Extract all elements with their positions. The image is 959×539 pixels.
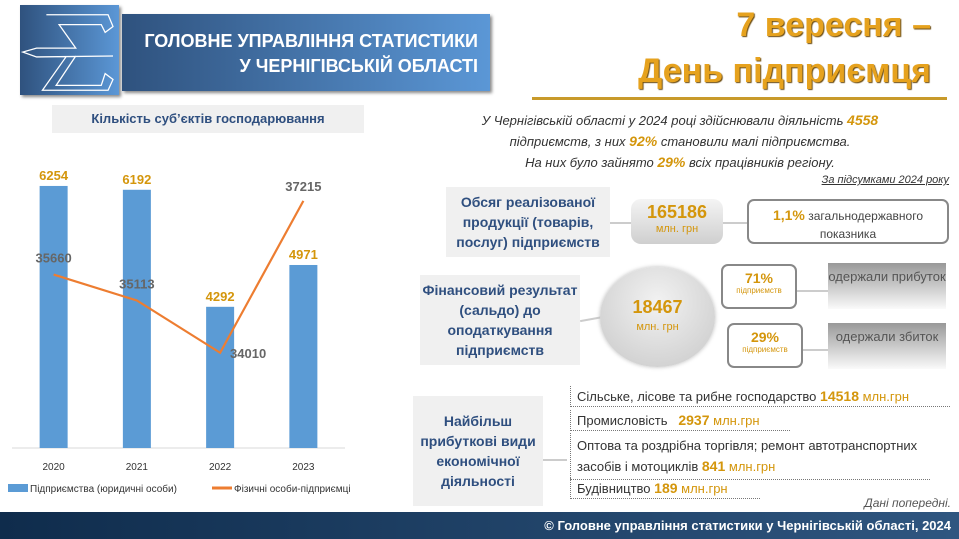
org-banner: ГОЛОВНЕ УПРАВЛІННЯ СТАТИСТИКИ У ЧЕРНІГІВ… <box>122 14 490 91</box>
industry-unit: млн.грн <box>713 413 760 428</box>
industry-name: Промисловість <box>577 413 668 428</box>
bar-label: 6254 <box>39 168 69 183</box>
legend-bar-label: Підприємства (юридичні особи) <box>30 483 177 495</box>
industry-item: Промисловість 2937 млн.грн <box>570 410 790 431</box>
x-tick-label: 2021 <box>126 462 149 473</box>
sales-share: 1,1% <box>772 207 805 223</box>
bar <box>122 189 151 448</box>
industry-name: Оптова та роздрібна торгівля; ремонт авт… <box>577 438 918 474</box>
industry-value: 2937 <box>678 412 710 428</box>
intro-text-4: На них було зайнято <box>525 155 658 170</box>
x-tick-label: 2023 <box>292 462 315 473</box>
sales-label: Обсяг реалізованої продукції (товарів, п… <box>446 187 610 257</box>
divider <box>532 97 947 100</box>
sales-unit: млн. грн <box>655 223 699 235</box>
logo <box>20 5 119 95</box>
bar <box>289 264 318 448</box>
profit-sub: підприємств <box>736 286 782 295</box>
sales-share-text: загальнодержавного показника <box>808 209 924 241</box>
loss-text: одержали збиток <box>828 323 946 369</box>
x-tick-label: 2022 <box>209 462 232 473</box>
bar-label: 6192 <box>122 172 151 187</box>
fin-label: Фінансовий результат (сальдо) до оподатк… <box>420 275 580 365</box>
org-name-line2: У ЧЕРНІГІВСЬКІЙ ОБЛАСТІ <box>239 56 478 76</box>
x-tick-label: 2020 <box>43 462 66 473</box>
industry-unit: млн.грн <box>862 389 910 404</box>
footer: © Головне управління статистики у Черніг… <box>0 512 959 539</box>
sales-value: 165186 <box>646 202 708 222</box>
employment-share: 29% <box>657 154 686 170</box>
connector <box>803 349 830 351</box>
sales-share-box: 1,1% загальнодержавного показника <box>747 199 949 244</box>
legend-bar-swatch <box>8 484 28 492</box>
connector <box>543 459 567 461</box>
industry-item: Будівництво 189 млн.грн <box>570 478 760 499</box>
bar-label: 4292 <box>206 289 235 304</box>
industry-value: 189 <box>654 480 678 496</box>
intro-text-5: всіх працівників регіону. <box>685 155 835 170</box>
loss-sub: підприємств <box>742 345 788 354</box>
industry-item: Оптова та роздрібна торгівля; ремонт авт… <box>570 433 930 480</box>
line-label: 35113 <box>119 276 154 291</box>
fin-value: 18467 <box>632 297 683 317</box>
intro-text-1: У Чернігівській області у 2024 році здій… <box>481 113 848 128</box>
industry-name: Сільське, лісове та рибне господарство <box>577 389 817 404</box>
bar-label: 4971 <box>289 247 318 262</box>
entities-chart: 6254 2020 6192 2021 4292 2022 4971 2023 35660 351… <box>8 168 351 495</box>
headline-title: День підприємця <box>638 52 931 90</box>
line-label: 35660 <box>36 251 72 266</box>
profit-text: одержали прибуток <box>828 263 946 309</box>
fin-value-circle: 18467 млн. грн <box>600 267 715 367</box>
fin-unit: млн. грн <box>636 321 679 333</box>
headline-date: 7 вересня – <box>736 6 931 44</box>
line-label: 34010 <box>230 346 266 361</box>
connector <box>797 290 830 292</box>
loss-pct: 29% <box>750 329 780 345</box>
sigma-logo-icon <box>20 14 114 91</box>
intro-text-2: підприємств, з них <box>509 134 630 149</box>
enterprise-count: 4558 <box>847 112 879 128</box>
chart-title: Кількість суб’єктів господарювання <box>52 105 364 133</box>
industry-name: Будівництво <box>577 481 651 496</box>
org-name-line1: ГОЛОВНЕ УПРАВЛІННЯ СТАТИСТИКИ <box>144 31 478 51</box>
industry-unit: млн.грн <box>728 459 776 474</box>
bar <box>206 306 235 448</box>
industry-unit: млн.грн <box>681 481 728 496</box>
industry-item: Сільське, лісове та рибне господарство 1… <box>570 386 950 407</box>
intro-text: У Чернігівській області у 2024 році здій… <box>420 110 940 173</box>
bar <box>39 185 68 448</box>
top-label: Найбільш прибуткові види економічної дія… <box>413 396 543 506</box>
headline: 7 вересня – День підприємця <box>638 2 931 94</box>
small-share: 92% <box>629 133 658 149</box>
profit-pct: 71% <box>744 270 774 286</box>
period-note: За підсумками 2024 року <box>821 174 949 186</box>
line-label: 37215 <box>285 179 321 194</box>
preliminary-note: Дані попередні. <box>864 496 951 510</box>
loss-box: 29% підприємств <box>727 323 803 368</box>
industry-value: 841 <box>701 458 726 474</box>
industry-value: 14518 <box>820 388 859 404</box>
line-series <box>53 200 305 355</box>
legend-line-label: Фізичні особи-підприємці <box>234 483 351 495</box>
connector <box>610 222 634 224</box>
sales-value-box: 165186 млн. грн <box>631 199 723 244</box>
intro-text-3: становили малі підприємства. <box>657 134 851 149</box>
connector <box>723 222 749 224</box>
profit-box: 71% підприємств <box>721 264 797 309</box>
